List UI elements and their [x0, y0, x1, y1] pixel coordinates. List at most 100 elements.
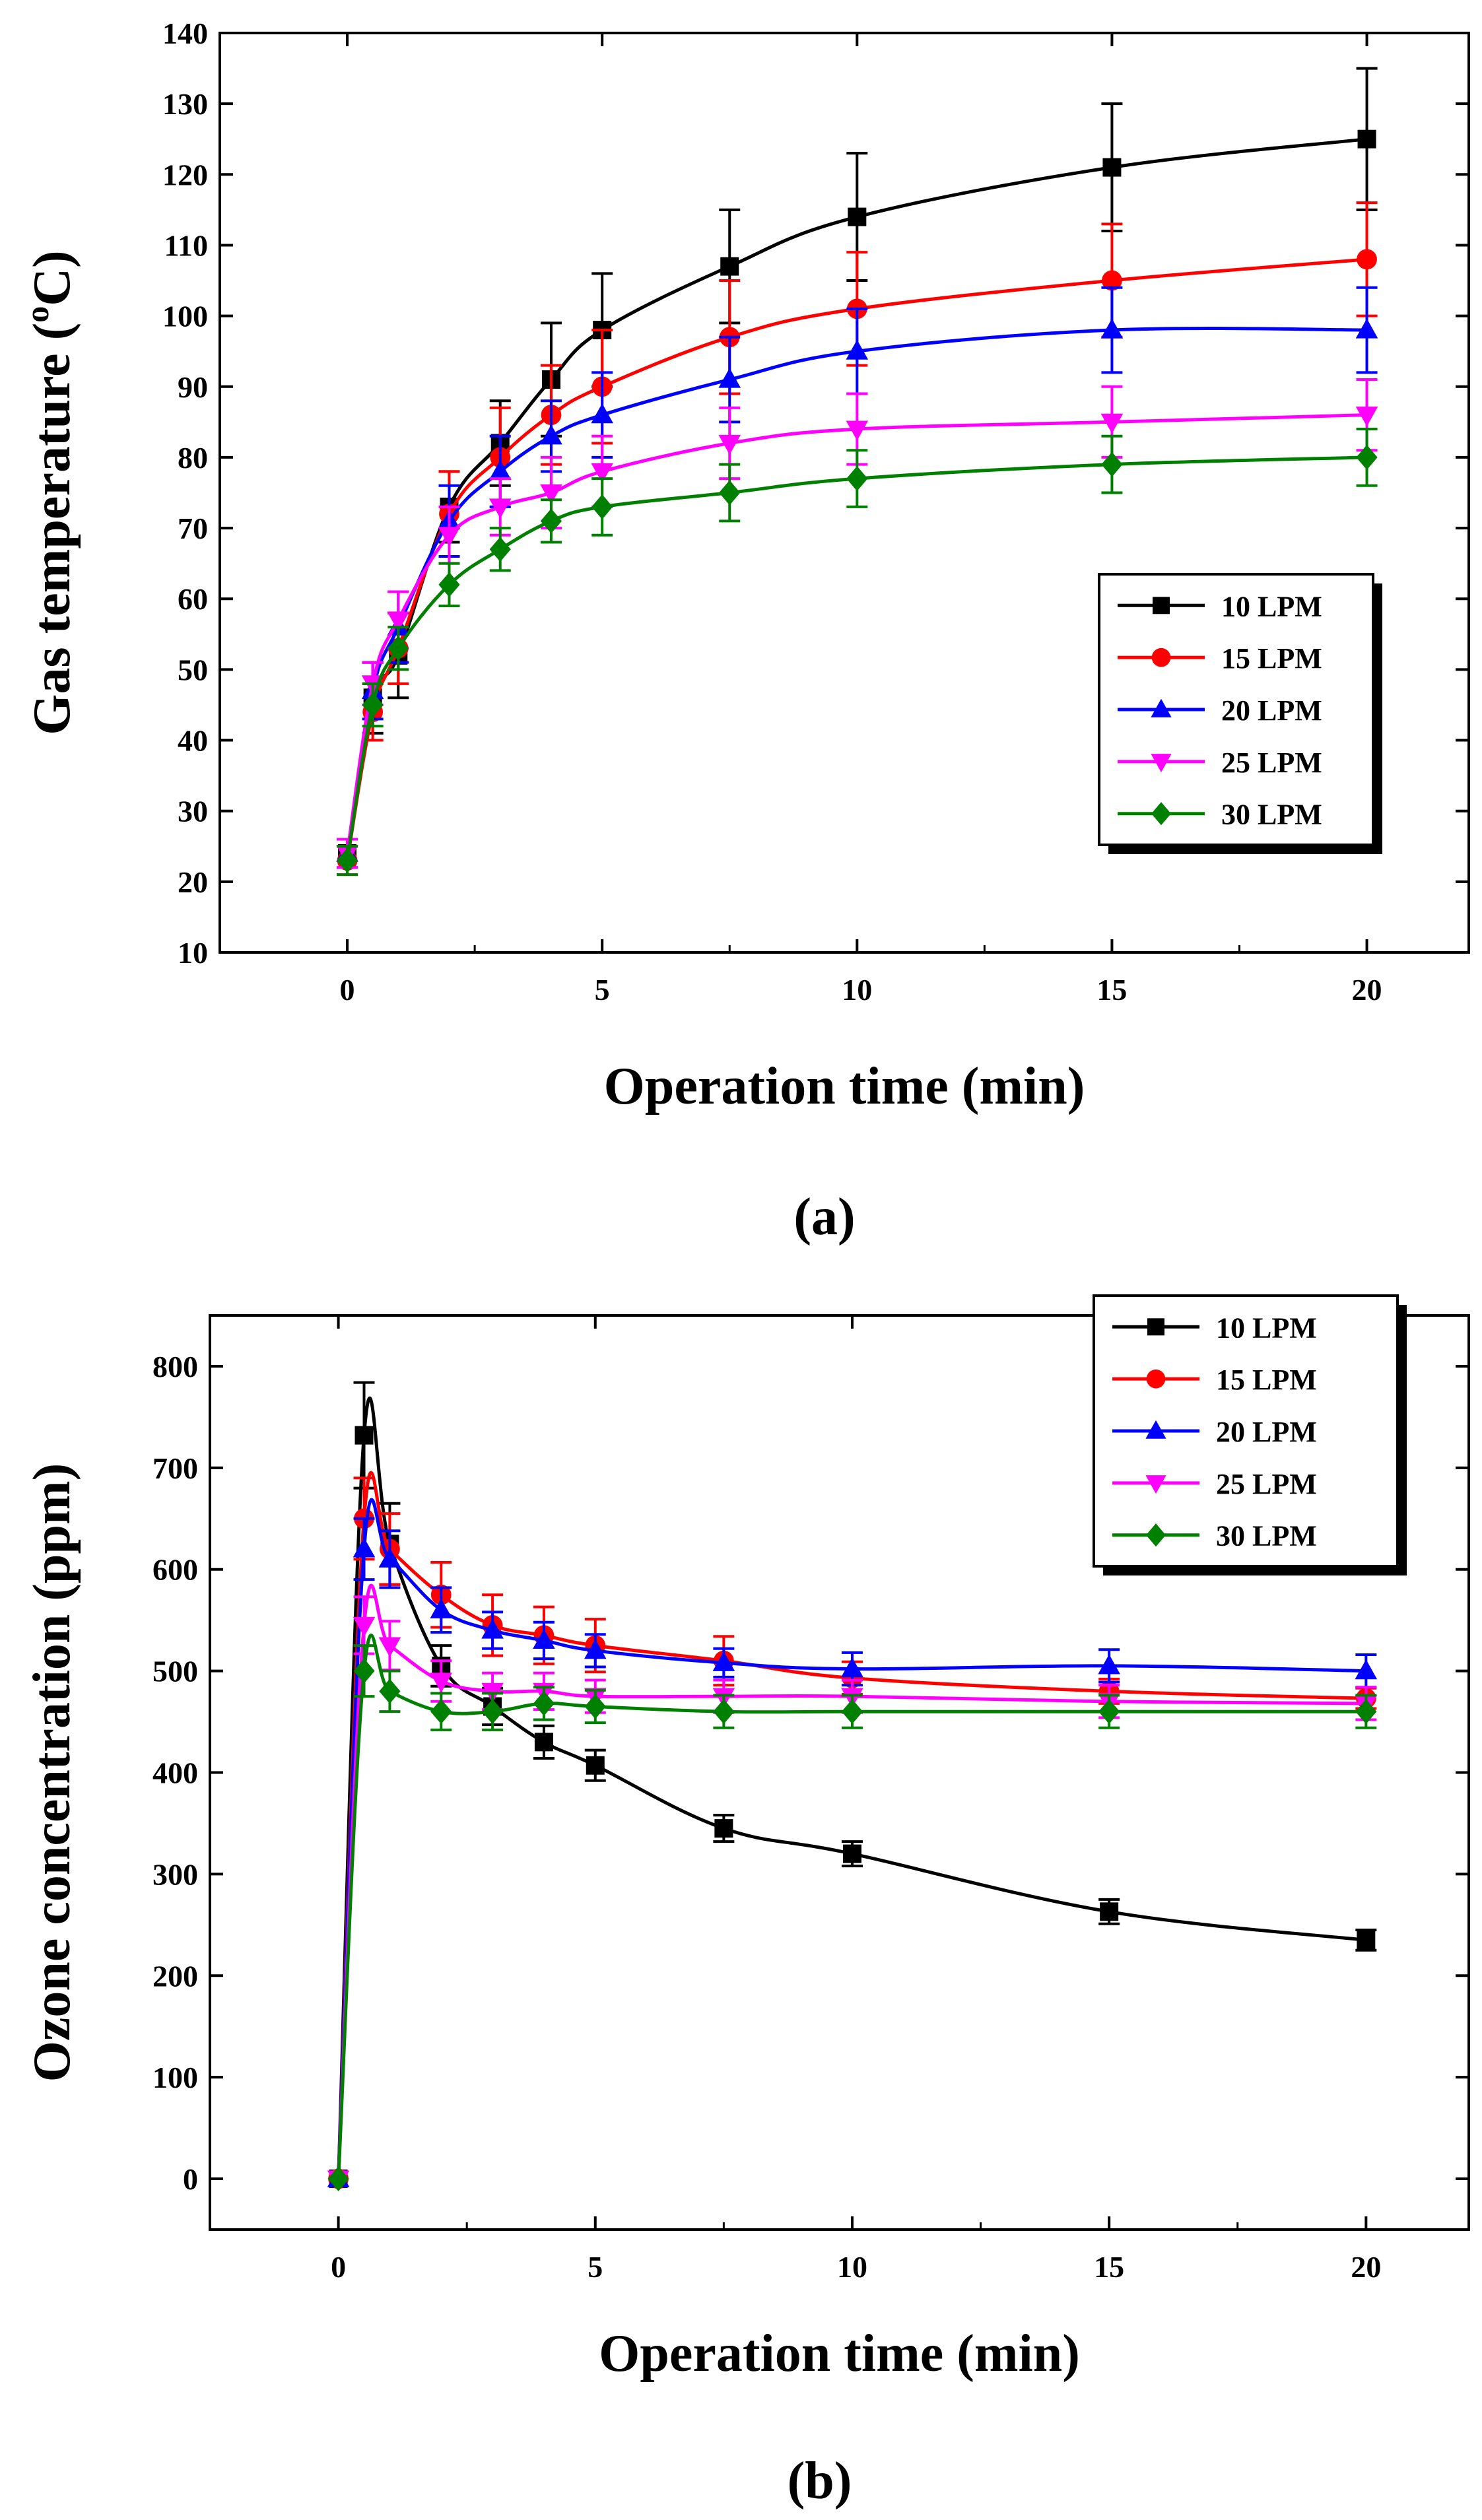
- legend-item-25-lpm: 25 LPM: [1112, 1468, 1317, 1500]
- legend-label: 15 LPM: [1221, 642, 1322, 675]
- legend-marker: [1146, 1523, 1166, 1547]
- legend-label: 25 LPM: [1221, 746, 1322, 779]
- data-point: [533, 1690, 555, 1716]
- legend-marker: [1151, 754, 1172, 773]
- data-point: [1355, 1659, 1378, 1680]
- data-point: [1102, 270, 1122, 291]
- data-point: [362, 692, 384, 717]
- data-point: [714, 1819, 733, 1838]
- data-point: [482, 1699, 504, 1725]
- data-point: [1357, 129, 1376, 149]
- y-axis-title-end: C): [23, 250, 81, 306]
- data-point: [718, 368, 741, 388]
- data-point: [336, 847, 358, 873]
- y-tick-label: 800: [152, 1350, 198, 1383]
- y-axis-title-main: Gas temperature (: [23, 323, 81, 735]
- legend-label: 20 LPM: [1221, 694, 1322, 727]
- data-point: [1100, 318, 1124, 339]
- data-point: [481, 1618, 504, 1639]
- y-tick-label: 100: [162, 300, 208, 333]
- y-tick-label: 120: [162, 158, 208, 191]
- data-point: [353, 1537, 376, 1558]
- plot-frame: [219, 32, 1470, 954]
- y-tick-label: 20: [178, 865, 208, 899]
- legend-item-25-lpm: 25 LPM: [1118, 746, 1322, 779]
- data-point: [354, 1426, 374, 1445]
- data-point: [540, 424, 562, 445]
- x-tick-label: 0: [331, 2250, 346, 2284]
- data-point: [842, 1844, 861, 1863]
- y-tick-label: 10: [178, 936, 208, 970]
- data-point: [533, 1628, 555, 1649]
- data-point: [584, 1639, 607, 1659]
- legend-marker: [1151, 698, 1172, 717]
- panel-label: (b): [788, 2452, 852, 2510]
- y-tick-label: 130: [162, 87, 208, 121]
- data-point: [430, 1673, 453, 1693]
- y-tick-label: 70: [178, 512, 208, 545]
- series-line: [337, 1396, 1366, 2179]
- data-point: [1357, 1931, 1376, 1950]
- data-point: [438, 572, 460, 597]
- data-point: [327, 2166, 349, 2191]
- data-point: [540, 484, 562, 504]
- y-tick-label: 200: [152, 1959, 198, 1993]
- data-point: [1098, 1699, 1120, 1725]
- data-point: [1357, 249, 1377, 270]
- data-point: [378, 1637, 401, 1657]
- y-tick-label: 40: [178, 724, 208, 758]
- data-point: [387, 636, 409, 661]
- data-point: [846, 466, 868, 491]
- legend-label: 15 LPM: [1216, 1364, 1317, 1396]
- series-20-lpm: [327, 1498, 1378, 2187]
- data-point: [1355, 318, 1378, 339]
- y-axis-title-group: Ozone concentration (ppm): [23, 1463, 81, 2082]
- legend-item-30-lpm: 30 LPM: [1112, 1520, 1317, 1552]
- data-point: [534, 1733, 553, 1752]
- legend-item-15-lpm: 15 LPM: [1118, 642, 1322, 675]
- data-point: [1102, 158, 1122, 177]
- data-point: [591, 463, 613, 483]
- y-axis-title-group: Gas temperature (oC): [18, 250, 81, 735]
- data-point: [718, 434, 741, 455]
- panel-label: (a): [793, 1188, 855, 1246]
- legend-item-10-lpm: 10 LPM: [1112, 1311, 1317, 1344]
- legend-marker: [1151, 802, 1171, 826]
- y-tick-label: 90: [178, 370, 208, 404]
- data-point: [378, 1547, 401, 1568]
- x-tick-label: 5: [588, 2250, 603, 2284]
- data-point: [1355, 1699, 1377, 1725]
- data-point: [713, 1699, 735, 1725]
- data-point: [1356, 445, 1378, 470]
- series-30-lpm: [336, 428, 1378, 877]
- legend-item-10-lpm: 10 LPM: [1118, 590, 1322, 622]
- legend-item-20-lpm: 20 LPM: [1118, 694, 1322, 727]
- data-point: [1355, 407, 1378, 427]
- chart-a: 0 5 10 15 20 10 20 30 40 50 60 70 80 90 100 110 120 130 14…: [18, 17, 1470, 1246]
- data-point: [591, 494, 613, 519]
- data-point: [1100, 413, 1124, 434]
- y-tick-label: 50: [178, 653, 208, 686]
- legend-label: 20 LPM: [1216, 1416, 1317, 1448]
- data-point: [841, 1657, 863, 1678]
- data-point: [586, 1756, 605, 1775]
- data-point: [720, 257, 739, 276]
- y-tick-label: 500: [152, 1655, 198, 1688]
- data-point: [846, 420, 869, 441]
- legend-label: 30 LPM: [1216, 1520, 1317, 1552]
- legend: 10 LPM 15 LPM 20 LPM 25 LPM 30 LPM: [1098, 573, 1382, 854]
- legend-label: 10 LPM: [1216, 1311, 1317, 1344]
- chart-b: 0 5 10 15 200100200300400500600700800Operati…: [23, 1294, 1470, 2510]
- legend: 10 LPM 15 LPM 20 LPM 25 LPM 30 LPM: [1093, 1294, 1407, 1575]
- data-point: [353, 1658, 375, 1684]
- legend-item-20-lpm: 20 LPM: [1112, 1416, 1317, 1448]
- y-axis-title-superscript: o: [18, 306, 55, 323]
- data-point: [1098, 1654, 1120, 1674]
- legend-marker: [1145, 1475, 1166, 1494]
- data-point: [1101, 451, 1123, 477]
- legend-item-15-lpm: 15 LPM: [1112, 1364, 1317, 1396]
- legend-box: [1093, 1294, 1399, 1568]
- data-point: [489, 537, 511, 562]
- x-axis-title: Operation time (min): [604, 1057, 1085, 1115]
